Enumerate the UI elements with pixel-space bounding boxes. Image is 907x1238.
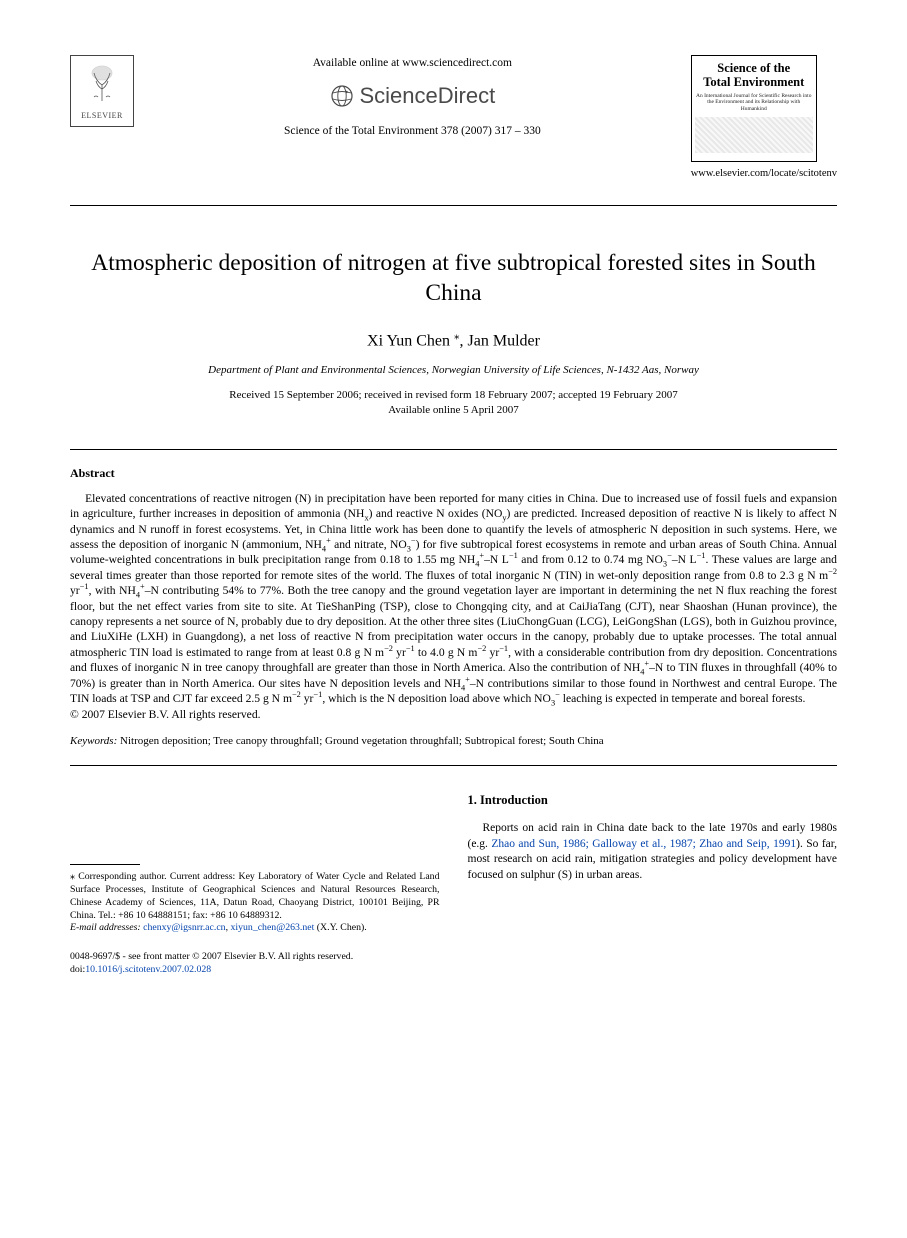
journal-title-l2: Total Environment — [695, 75, 813, 89]
journal-title-l1: Science of the — [695, 61, 813, 75]
abstract-body: Elevated concentrations of reactive nitr… — [70, 491, 837, 707]
sciencedirect-icon — [330, 84, 354, 108]
elsevier-label: ELSEVIER — [81, 111, 123, 120]
keywords-label: Keywords: — [70, 735, 117, 747]
elsevier-tree-icon — [82, 63, 122, 109]
email-footnote: E-mail addresses: chenxy@igsnrr.ac.cn, x… — [70, 922, 440, 935]
journal-cover-thumb: Science of the Total Environment An Inte… — [691, 55, 817, 162]
sciencedirect-wordmark: ScienceDirect — [360, 83, 496, 109]
article-title: Atmospheric deposition of nitrogen at fi… — [70, 248, 837, 309]
article-dates: Received 15 September 2006; received in … — [70, 388, 837, 419]
email1-link[interactable]: chenxy@igsnrr.ac.cn — [143, 922, 225, 933]
abstract-heading: Abstract — [70, 466, 837, 481]
doi-prefix: doi: — [70, 964, 85, 975]
dates-line1: Received 15 September 2006; received in … — [70, 388, 837, 403]
journal-cover-img — [695, 117, 813, 153]
locate-url[interactable]: www.elsevier.com/locate/scitotenv — [691, 168, 837, 179]
corr-marker: ⁎ — [70, 871, 75, 882]
doi-line: doi:10.1016/j.scitotenv.2007.02.028 — [70, 964, 440, 977]
available-online-text: Available online at www.sciencedirect.co… — [134, 57, 691, 69]
keywords: Keywords: Nitrogen deposition; Tree cano… — [70, 735, 837, 747]
two-column-area: ⁎ Corresponding author. Current address:… — [70, 792, 837, 976]
corresponding-footnote: ⁎ Corresponding author. Current address:… — [70, 871, 440, 922]
keywords-text: Nitrogen deposition; Tree canopy through… — [120, 735, 604, 747]
doi-frontmatter: 0048-9697/$ - see front matter © 2007 El… — [70, 951, 440, 964]
doi-link[interactable]: 10.1016/j.scitotenv.2007.02.028 — [85, 964, 211, 975]
page: ELSEVIER Available online at www.science… — [0, 0, 907, 1017]
divider-top — [70, 449, 837, 450]
divider-bottom — [70, 765, 837, 766]
introduction-body: Reports on acid rain in China date back … — [468, 821, 838, 883]
right-column: 1. Introduction Reports on acid rain in … — [468, 792, 838, 976]
email-label: E-mail addresses: — [70, 922, 141, 933]
abstract-copyright: © 2007 Elsevier B.V. All rights reserved… — [70, 708, 837, 721]
journal-subtitle: An International Journal for Scientific … — [695, 93, 813, 113]
footnote-rule — [70, 864, 140, 865]
masthead: ELSEVIER Available online at www.science… — [70, 55, 837, 206]
affiliation: Department of Plant and Environmental Sc… — [70, 364, 837, 376]
header-center: Available online at www.sciencedirect.co… — [134, 55, 691, 137]
corr-text: Corresponding author. Current address: K… — [70, 871, 440, 920]
doi-block: 0048-9697/$ - see front matter © 2007 El… — [70, 951, 440, 976]
elsevier-logo: ELSEVIER — [70, 55, 134, 127]
introduction-heading: 1. Introduction — [468, 792, 838, 809]
author-list: Xi Yun Chen ⁎, Jan Mulder — [70, 329, 837, 350]
email-author: (X.Y. Chen). — [317, 922, 367, 933]
journal-thumb-container: Science of the Total Environment An Inte… — [691, 55, 837, 191]
sciencedirect-logo: ScienceDirect — [330, 83, 496, 109]
dates-line2: Available online 5 April 2007 — [70, 403, 837, 418]
email2-link[interactable]: xiyun_chen@263.net — [231, 922, 315, 933]
left-column: ⁎ Corresponding author. Current address:… — [70, 792, 440, 976]
journal-citation: Science of the Total Environment 378 (20… — [134, 125, 691, 137]
